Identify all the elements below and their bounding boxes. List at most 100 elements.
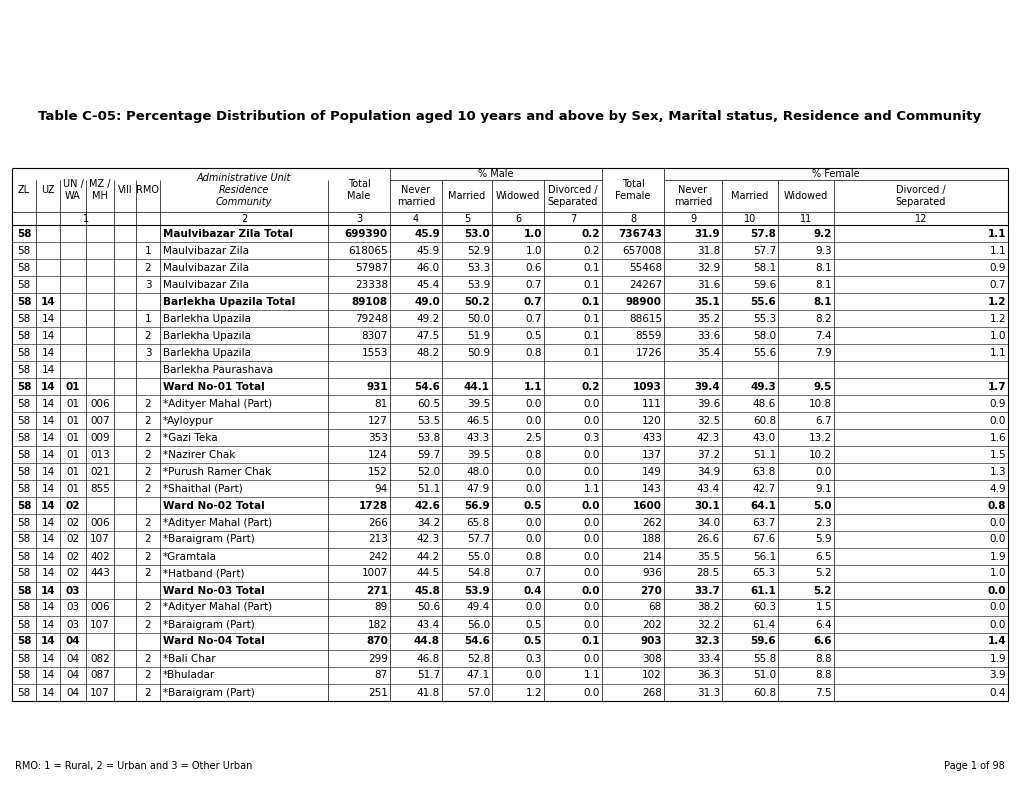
Text: 0.7: 0.7 <box>988 280 1005 289</box>
Text: 44.1: 44.1 <box>464 381 489 392</box>
Text: 006: 006 <box>90 518 110 527</box>
Text: RMO: RMO <box>137 185 159 195</box>
Text: 2: 2 <box>145 433 151 443</box>
Text: 55.6: 55.6 <box>750 296 775 307</box>
Text: *Baraigram (Part): *Baraigram (Part) <box>163 534 255 545</box>
Text: 124: 124 <box>368 449 387 459</box>
Text: 0.0: 0.0 <box>583 518 599 527</box>
Text: 107: 107 <box>90 534 110 545</box>
Text: 54.8: 54.8 <box>467 568 489 578</box>
Text: 2: 2 <box>145 466 151 477</box>
Text: 01: 01 <box>66 449 79 459</box>
Text: 0.5: 0.5 <box>523 500 541 511</box>
Text: 53.9: 53.9 <box>464 585 489 596</box>
Text: *Adityer Mahal (Part): *Adityer Mahal (Part) <box>163 603 272 612</box>
Text: 47.5: 47.5 <box>417 330 439 340</box>
Text: 49.4: 49.4 <box>467 603 489 612</box>
Text: 8.1: 8.1 <box>813 296 832 307</box>
Text: 31.3: 31.3 <box>696 687 719 697</box>
Text: 188: 188 <box>642 534 661 545</box>
Text: 60.8: 60.8 <box>752 415 775 426</box>
Text: 262: 262 <box>642 518 661 527</box>
Text: 0.1: 0.1 <box>583 262 599 273</box>
Text: 0.0: 0.0 <box>583 466 599 477</box>
Text: 0.7: 0.7 <box>525 314 541 324</box>
Text: 007: 007 <box>90 415 110 426</box>
Text: 01: 01 <box>66 415 79 426</box>
Text: 58: 58 <box>17 653 31 663</box>
Text: 31.9: 31.9 <box>694 229 719 239</box>
Text: 35.4: 35.4 <box>696 348 719 358</box>
Text: 0.8: 0.8 <box>986 500 1005 511</box>
Text: 23338: 23338 <box>355 280 387 289</box>
Text: 1.0: 1.0 <box>523 229 541 239</box>
Text: 5.2: 5.2 <box>813 585 832 596</box>
Text: Ward No-03 Total: Ward No-03 Total <box>163 585 265 596</box>
Text: 8.1: 8.1 <box>814 280 832 289</box>
Text: 14: 14 <box>42 484 55 493</box>
Text: *Bhuladar: *Bhuladar <box>163 671 215 681</box>
Text: 202: 202 <box>642 619 661 630</box>
Text: 1.9: 1.9 <box>988 552 1005 562</box>
Text: 58.0: 58.0 <box>752 330 775 340</box>
Text: 251: 251 <box>368 687 387 697</box>
Text: 98900: 98900 <box>626 296 661 307</box>
Text: 39.4: 39.4 <box>694 381 719 392</box>
Text: 49.3: 49.3 <box>750 381 775 392</box>
Text: 50.2: 50.2 <box>464 296 489 307</box>
Text: 44.2: 44.2 <box>417 552 439 562</box>
Text: 81: 81 <box>374 399 387 408</box>
Text: 0.0: 0.0 <box>583 534 599 545</box>
Text: 52.0: 52.0 <box>417 466 439 477</box>
Text: 0.0: 0.0 <box>525 484 541 493</box>
Text: 64.1: 64.1 <box>749 500 775 511</box>
Text: 1726: 1726 <box>635 348 661 358</box>
Text: 59.6: 59.6 <box>750 637 775 646</box>
Text: 8.8: 8.8 <box>814 653 832 663</box>
Text: 1.0: 1.0 <box>988 568 1005 578</box>
Text: 50.0: 50.0 <box>467 314 489 324</box>
Text: UZ: UZ <box>41 185 55 195</box>
Text: 58: 58 <box>17 568 31 578</box>
Text: 107: 107 <box>90 619 110 630</box>
Text: 12: 12 <box>914 214 926 224</box>
Text: 58.1: 58.1 <box>752 262 775 273</box>
Text: 67.6: 67.6 <box>752 534 775 545</box>
Text: 0.0: 0.0 <box>988 518 1005 527</box>
Text: Table C-05: Percentage Distribution of Population aged 10 years and above by Sex: Table C-05: Percentage Distribution of P… <box>39 110 980 122</box>
Text: 618065: 618065 <box>348 246 387 255</box>
Text: 42.6: 42.6 <box>414 500 439 511</box>
Text: 51.1: 51.1 <box>752 449 775 459</box>
Text: 49.0: 49.0 <box>414 296 439 307</box>
Text: 53.5: 53.5 <box>417 415 439 426</box>
Text: 152: 152 <box>368 466 387 477</box>
Text: 936: 936 <box>642 568 661 578</box>
Text: *Adityer Mahal (Part): *Adityer Mahal (Part) <box>163 518 272 527</box>
Text: 0.3: 0.3 <box>583 433 599 443</box>
Text: 0.0: 0.0 <box>988 619 1005 630</box>
Text: 443: 443 <box>90 568 110 578</box>
Text: 855: 855 <box>90 484 110 493</box>
Text: Ward No-02 Total: Ward No-02 Total <box>163 500 265 511</box>
Text: 2: 2 <box>145 330 151 340</box>
Text: 01: 01 <box>66 433 79 443</box>
Text: 33.6: 33.6 <box>696 330 719 340</box>
Text: Maulvibazar Zila Total: Maulvibazar Zila Total <box>163 229 292 239</box>
Text: 58: 58 <box>17 484 31 493</box>
Text: *Gazi Teka: *Gazi Teka <box>163 433 217 443</box>
Text: 44.8: 44.8 <box>414 637 439 646</box>
Text: Total
Male: Total Male <box>347 179 370 201</box>
Text: 02: 02 <box>66 568 79 578</box>
Text: 14: 14 <box>42 330 55 340</box>
Text: 1600: 1600 <box>633 500 661 511</box>
Text: 14: 14 <box>41 585 55 596</box>
Text: Page 1 of 98: Page 1 of 98 <box>944 761 1004 771</box>
Text: 58: 58 <box>17 518 31 527</box>
Text: 0.1: 0.1 <box>583 348 599 358</box>
Text: 271: 271 <box>366 585 387 596</box>
Text: 8.2: 8.2 <box>814 314 832 324</box>
Text: 0.0: 0.0 <box>525 603 541 612</box>
Text: 39.5: 39.5 <box>467 399 489 408</box>
Text: 266: 266 <box>368 518 387 527</box>
Text: 0.0: 0.0 <box>583 552 599 562</box>
